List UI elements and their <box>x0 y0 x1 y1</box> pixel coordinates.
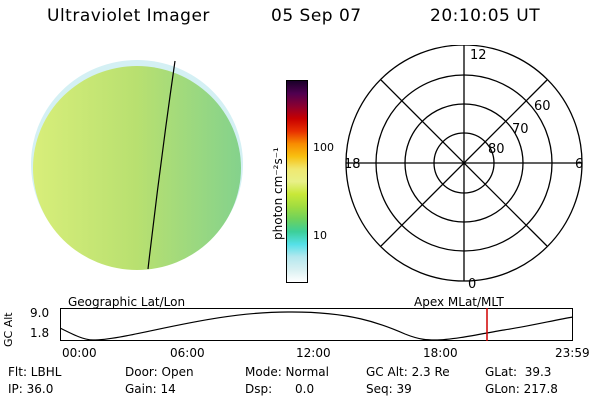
mlt-label-12: 12 <box>470 48 487 63</box>
mlt-label-6: 6 <box>575 157 583 172</box>
orbit-xtick-0000: 00:00 <box>62 346 97 360</box>
app-title: Ultraviolet Imager <box>47 6 210 26</box>
mlt-label-0: 0 <box>468 277 476 290</box>
polar-diagonal-2 <box>380 79 548 247</box>
orbit-xtick-0600: 06:00 <box>170 346 205 360</box>
globe-disc <box>33 66 241 270</box>
colorbar <box>286 80 308 283</box>
orbit-right-title: Apex MLat/MLT <box>414 295 504 309</box>
header-time: 20:10:05 UT <box>430 6 541 26</box>
orbit-xtick-2359: 23:59 <box>555 346 590 360</box>
orbit-left-title: Geographic Lat/Lon <box>68 295 186 309</box>
orbit-ytick-top: 9.0 <box>30 306 50 320</box>
orbit-xtick-1200: 12:00 <box>296 346 331 360</box>
status-seq: Seq: 39 <box>366 382 412 396</box>
orbit-plot-frame <box>60 308 573 341</box>
status-dsp: Dsp: 0.0 <box>245 382 315 396</box>
status-mode: Mode: Normal <box>245 365 329 379</box>
orbit-ytick-bottom: 1.8 <box>30 326 50 340</box>
mlat-label-60: 60 <box>534 99 551 114</box>
status-gc-alt: GC Alt: 2.3 Re <box>366 365 450 379</box>
terminator-line <box>147 60 176 270</box>
orbit-xtick-1800: 18:00 <box>423 346 458 360</box>
status-gain: Gain: 14 <box>125 382 176 396</box>
orbit-ylabel: GC Alt <box>2 312 15 347</box>
uv-globe-image <box>31 60 243 270</box>
status-ip: IP: 36.0 <box>8 382 54 396</box>
colorbar-unit-label: photon cm⁻²s⁻¹ <box>271 147 285 240</box>
status-glat: GLat: 39.3 <box>485 365 552 379</box>
mlt-label-18: 18 <box>344 157 361 172</box>
colorbar-tick-10: 10 <box>313 229 327 242</box>
polar-plot: 12 18 6 0 60 70 80 <box>344 45 583 290</box>
mlat-label-70: 70 <box>512 122 529 137</box>
status-door: Door: Open <box>125 365 194 379</box>
header-date: 05 Sep 07 <box>271 6 362 26</box>
orbit-altitude-plot <box>60 308 574 341</box>
orbit-altitude-curve <box>60 311 574 341</box>
mlat-label-80: 80 <box>488 142 505 157</box>
status-glon: GLon: 217.8 <box>485 382 558 396</box>
colorbar-gradient <box>287 81 307 282</box>
status-filter: Flt: LBHL <box>8 365 62 379</box>
colorbar-tick-100: 100 <box>313 141 334 154</box>
